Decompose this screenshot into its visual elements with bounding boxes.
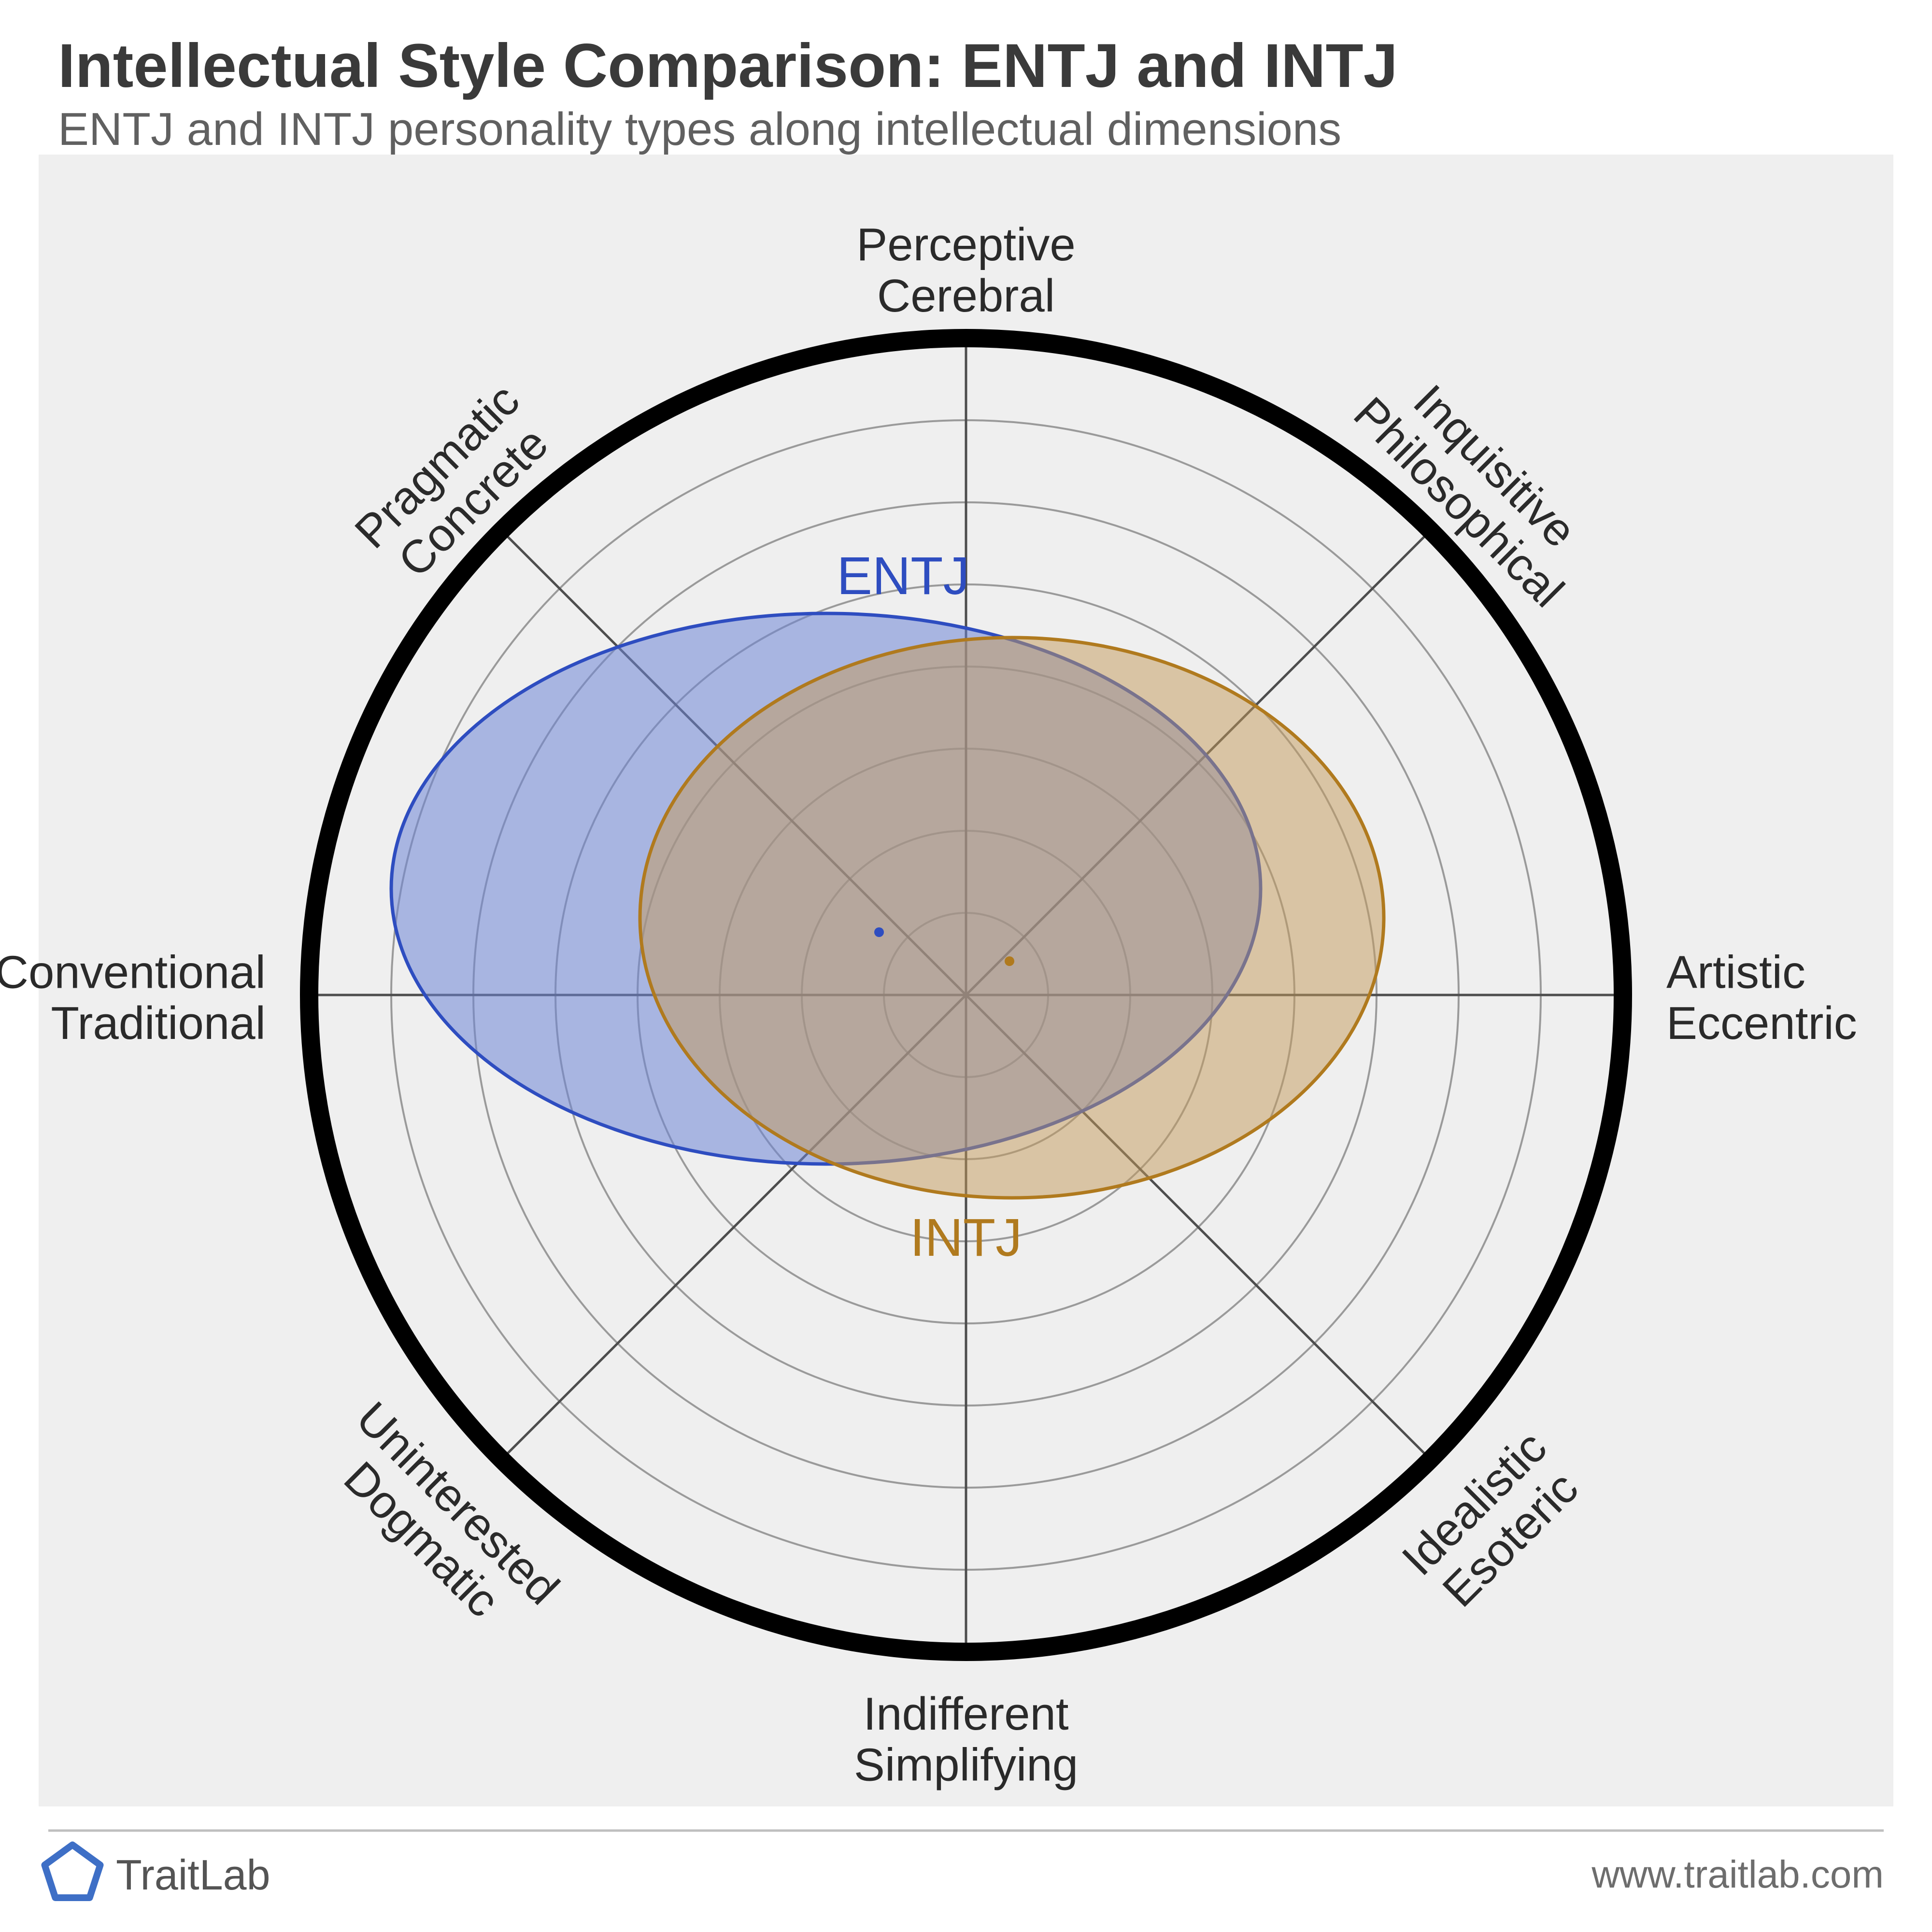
series-ellipse-intj bbox=[640, 638, 1384, 1198]
chart-svg: Intellectual Style Comparison: ENTJ and … bbox=[0, 0, 1932, 1932]
chart-title: Intellectual Style Comparison: ENTJ and … bbox=[58, 31, 1398, 100]
chart-canvas: Intellectual Style Comparison: ENTJ and … bbox=[0, 0, 1932, 1932]
svg-text:IndifferentSimplifying: IndifferentSimplifying bbox=[854, 1688, 1078, 1791]
series-label-entj: ENTJ bbox=[837, 546, 970, 606]
series-center-intj bbox=[1005, 956, 1014, 966]
series-label-intj: INTJ bbox=[910, 1208, 1022, 1267]
svg-text:PerceptiveCerebral: PerceptiveCerebral bbox=[856, 219, 1076, 322]
series-center-entj bbox=[874, 927, 884, 937]
chart-subtitle: ENTJ and INTJ personality types along in… bbox=[58, 103, 1341, 155]
axis-label: PerceptiveCerebral bbox=[856, 219, 1076, 322]
axis-label: IndifferentSimplifying bbox=[854, 1688, 1078, 1791]
brand-url: www.traitlab.com bbox=[1591, 1853, 1884, 1896]
brand-name: TraitLab bbox=[116, 1851, 270, 1899]
